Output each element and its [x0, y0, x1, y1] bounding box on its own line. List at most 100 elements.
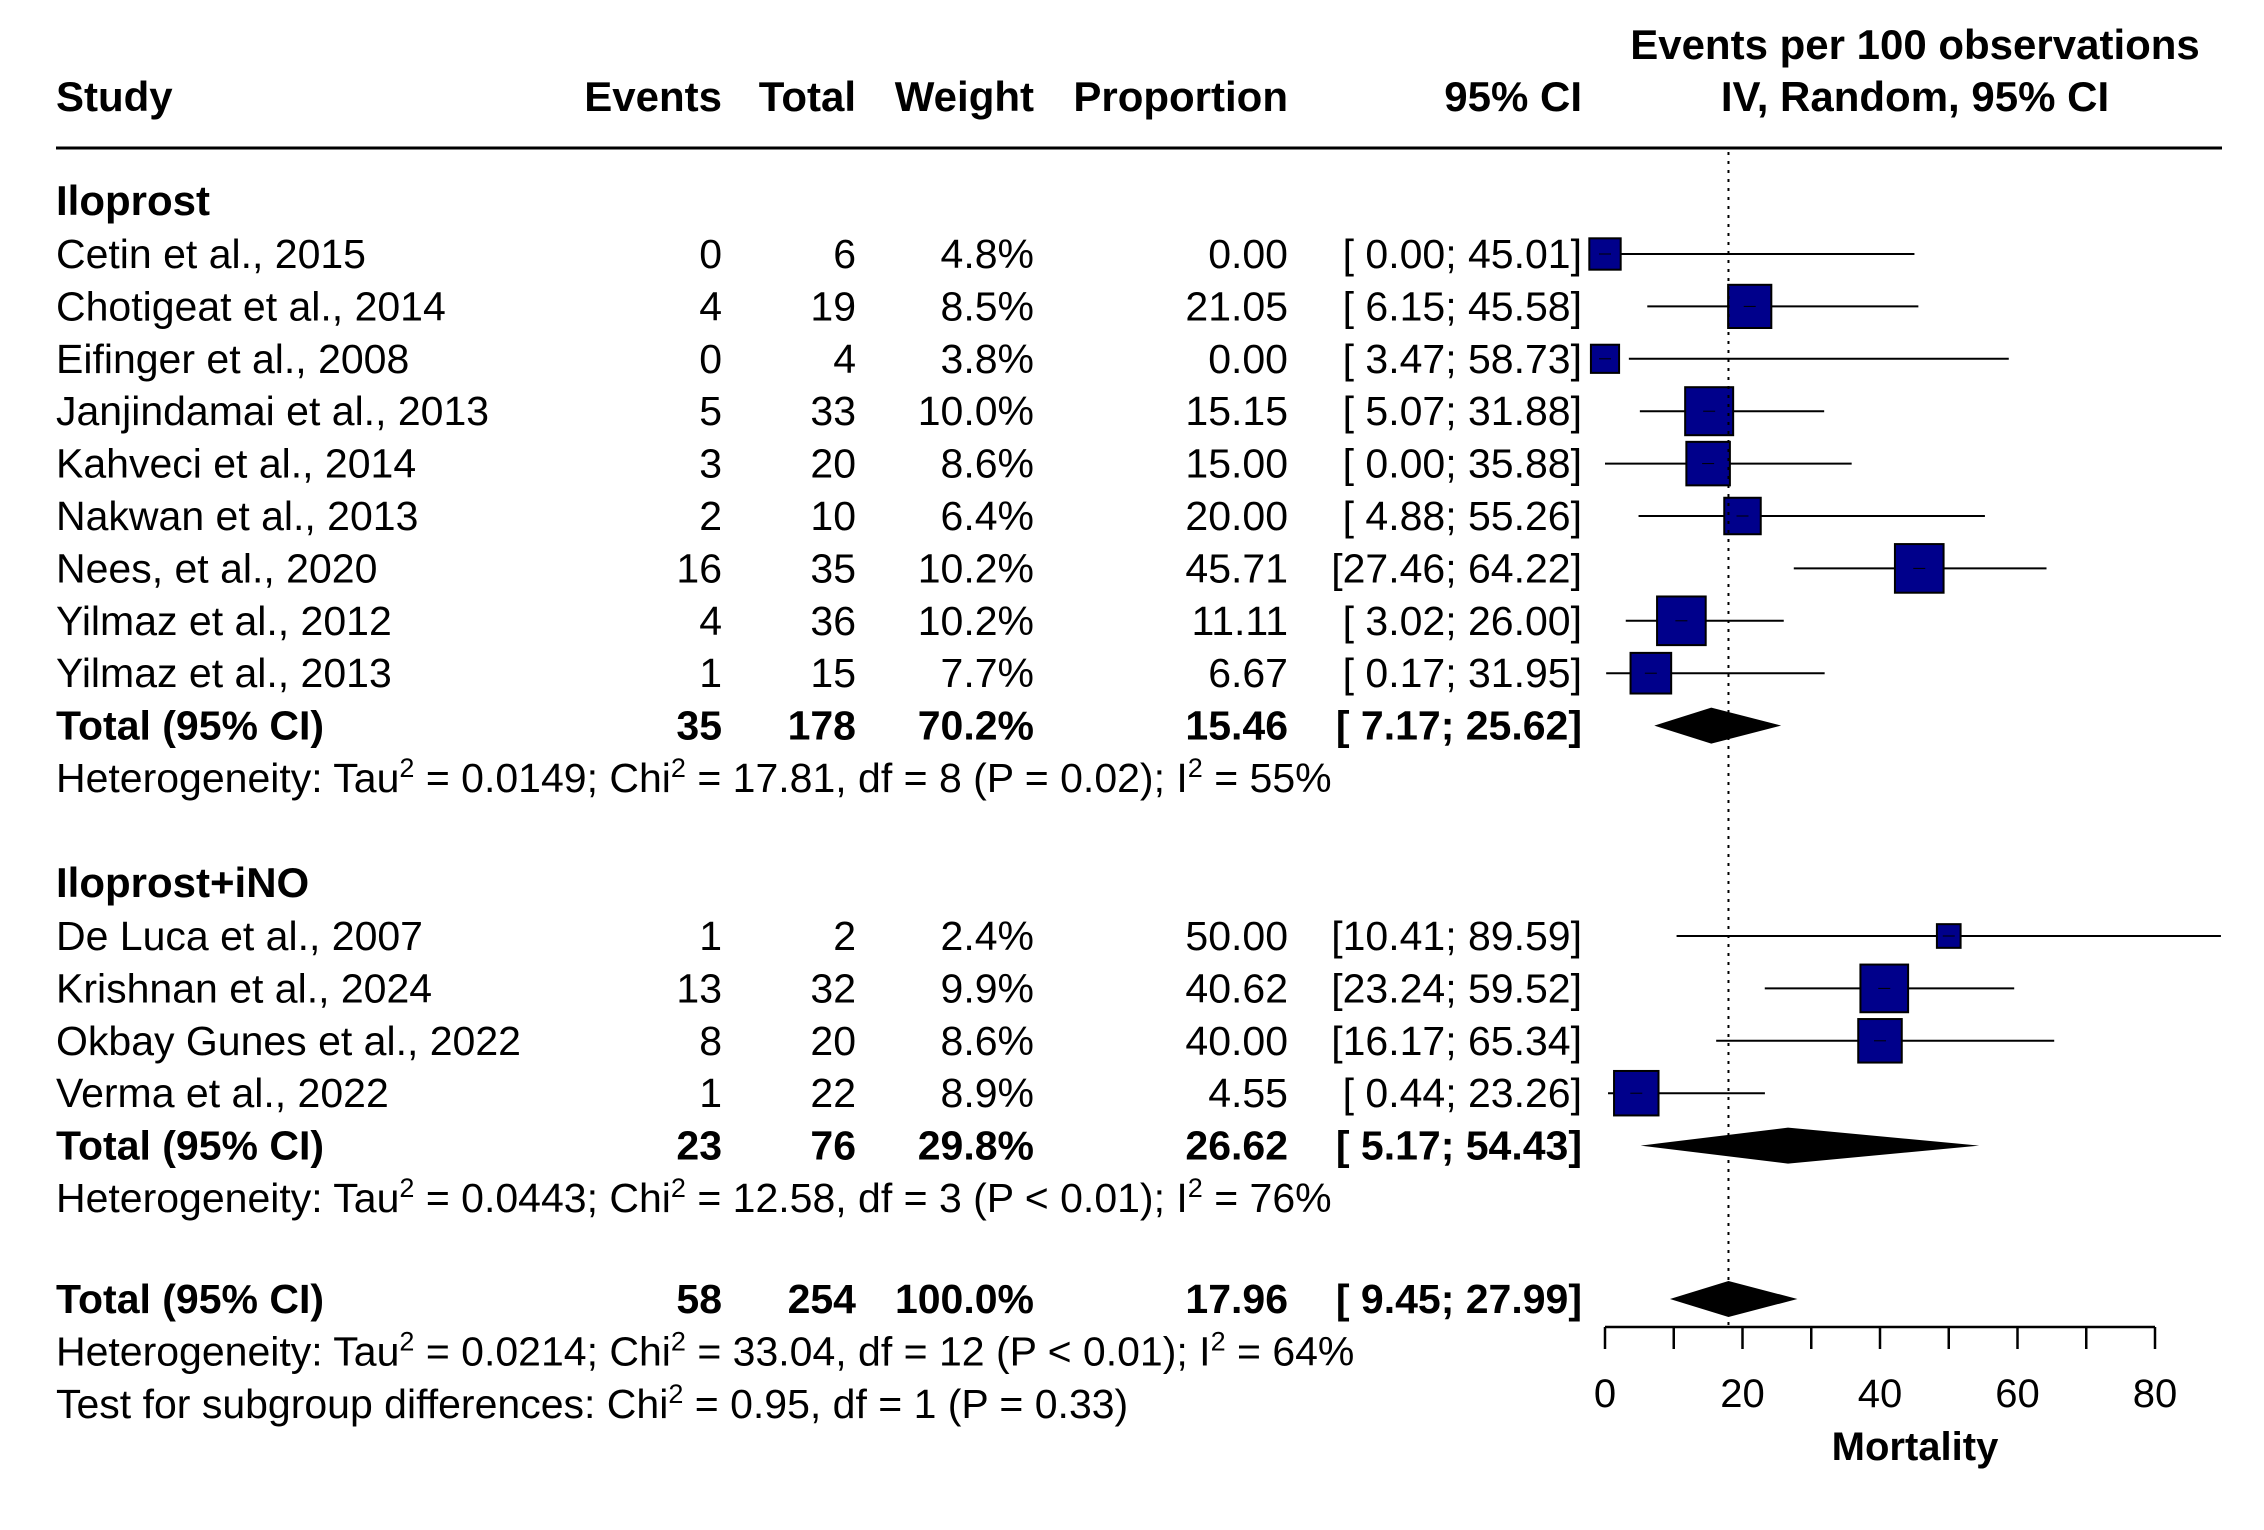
g1-heterogeneity: Heterogeneity: Tau2 = 0.0149; Chi2 = 17.…: [56, 753, 1332, 801]
header-weight: Weight: [895, 73, 1034, 120]
g1-row-3-weight: 10.0%: [918, 388, 1034, 434]
x-tick-label-60: 60: [1995, 1372, 2040, 1416]
overall-total-study: Total (95% CI): [56, 1276, 324, 1322]
g1-row-6-study: Nees, et al., 2020: [56, 545, 377, 591]
g1-row-1-ci: [ 6.15; 45.58]: [1343, 283, 1582, 329]
header-study: Study: [56, 73, 173, 120]
subgroup-test: Test for subgroup differences: Chi2 = 0.…: [56, 1379, 1128, 1427]
g1-row-2-proportion: 0.00: [1208, 336, 1288, 382]
g1-row-7-total: 36: [810, 598, 856, 644]
point-estimate: [1723, 496, 1762, 536]
overall-total-weight: 100.0%: [895, 1276, 1034, 1322]
g2-row-2-proportion: 40.00: [1185, 1018, 1288, 1064]
group-title-1: Iloprost: [56, 177, 210, 224]
g1-row-1-events: 4: [699, 283, 722, 329]
overall-total-ci: [ 9.45; 27.99]: [1336, 1276, 1582, 1322]
point-estimate: [1684, 386, 1735, 437]
g1-row-1-study: Chotigeat et al., 2014: [56, 283, 446, 329]
g1-total-weight: 70.2%: [918, 703, 1034, 749]
g1-row-3-study: Janjindamai et al., 2013: [56, 388, 489, 434]
subgroup-diamond-2: [1640, 1127, 1980, 1164]
g2-row-0-study: De Luca et al., 2007: [56, 913, 423, 959]
overall-total-total: 254: [788, 1276, 857, 1322]
g2-total-proportion: 26.62: [1185, 1123, 1288, 1169]
g1-row-8-weight: 7.7%: [941, 650, 1034, 696]
g1-row-3-total: 33: [810, 388, 856, 434]
g1-total-study: Total (95% CI): [56, 703, 324, 749]
g1-row-5-events: 2: [699, 493, 722, 539]
g1-row-2-weight: 3.8%: [941, 336, 1034, 382]
g2-row-1-proportion: 40.62: [1185, 965, 1288, 1011]
g1-row-4-proportion: 15.00: [1185, 441, 1288, 487]
g2-row-2-weight: 8.6%: [941, 1018, 1034, 1064]
g1-row-7-events: 4: [699, 598, 722, 644]
g1-row-1-total: 19: [810, 283, 856, 329]
header-total: Total: [759, 73, 856, 120]
g2-row-1-weight: 9.9%: [941, 965, 1034, 1011]
g2-total-ci: [ 5.17; 54.43]: [1336, 1123, 1582, 1169]
g2-row-0-ci: [10.41; 89.59]: [1331, 913, 1582, 959]
subgroup-diamond-1: [1654, 707, 1782, 744]
x-axis-label: Mortality: [1832, 1425, 1999, 1469]
g2-total-weight: 29.8%: [918, 1123, 1034, 1169]
header-ci: 95% CI: [1444, 73, 1582, 120]
x-axis: 0 20 40 60 80 Mortality: [1594, 1325, 2178, 1469]
g1-row-1-weight: 8.5%: [941, 283, 1034, 329]
g2-row-3-total: 22: [810, 1070, 856, 1116]
g1-row-2-study: Eifinger et al., 2008: [56, 336, 409, 382]
g1-row-1-proportion: 21.05: [1185, 283, 1288, 329]
overall-diamond: [1669, 1281, 1798, 1317]
g1-row-6-weight: 10.2%: [918, 545, 1034, 591]
g2-heterogeneity: Heterogeneity: Tau2 = 0.0443; Chi2 = 12.…: [56, 1173, 1332, 1221]
g1-row-2-ci: [ 3.47; 58.73]: [1343, 336, 1582, 382]
g1-row-8-ci: [ 0.17; 31.95]: [1343, 650, 1582, 696]
g2-row-0-proportion: 50.00: [1185, 913, 1288, 959]
g2-row-3-proportion: 4.55: [1208, 1070, 1288, 1116]
g1-total-total: 178: [788, 703, 856, 749]
g1-row-8-events: 1: [699, 650, 722, 696]
g2-row-3-events: 1: [699, 1070, 722, 1116]
g1-row-4-ci: [ 0.00; 35.88]: [1343, 441, 1582, 487]
g1-row-0-total: 6: [833, 231, 856, 277]
g1-row-7-weight: 10.2%: [918, 598, 1034, 644]
g1-row-6-proportion: 45.71: [1185, 545, 1288, 591]
g1-row-3-proportion: 15.15: [1185, 388, 1288, 434]
overall-heterogeneity: Heterogeneity: Tau2 = 0.0214; Chi2 = 33.…: [56, 1326, 1354, 1374]
g1-row-5-proportion: 20.00: [1185, 493, 1288, 539]
g2-total-events: 23: [676, 1123, 722, 1169]
plot-marks: [1588, 152, 2221, 1325]
g2-row-3-weight: 8.9%: [941, 1070, 1034, 1116]
header-plot-title-line2: IV, Random, 95% CI: [1721, 73, 2109, 120]
g1-row-8-total: 15: [810, 650, 856, 696]
g1-row-0-proportion: 0.00: [1208, 231, 1288, 277]
overall-total-events: 58: [676, 1276, 722, 1322]
g2-total-total: 76: [810, 1123, 856, 1169]
g2-row-0-events: 1: [699, 913, 722, 959]
study-table: Iloprost Cetin et al., 2015 0 6 4.8% 0.00 [ 0.…: [56, 177, 1582, 1427]
g1-row-3-ci: [ 5.07; 31.88]: [1343, 388, 1582, 434]
g2-row-2-study: Okbay Gunes et al., 2022: [56, 1018, 521, 1064]
g1-row-0-study: Cetin et al., 2015: [56, 231, 366, 277]
g1-row-4-total: 20: [810, 441, 856, 487]
g2-row-1-total: 32: [810, 965, 856, 1011]
g1-row-0-weight: 4.8%: [941, 231, 1034, 277]
x-tick-label-20: 20: [1720, 1372, 1765, 1416]
g1-row-6-events: 16: [676, 545, 722, 591]
g1-row-4-events: 3: [699, 441, 722, 487]
header-events: Events: [584, 73, 722, 120]
x-tick-label-40: 40: [1858, 1372, 1903, 1416]
g2-row-0-weight: 2.4%: [941, 913, 1034, 959]
g1-row-8-proportion: 6.67: [1208, 650, 1288, 696]
g2-row-2-total: 20: [810, 1018, 856, 1064]
g1-row-2-events: 0: [699, 336, 722, 382]
group-title-2: Iloprost+iNO: [56, 859, 309, 906]
g2-row-0-total: 2: [833, 913, 856, 959]
overall-total-proportion: 17.96: [1185, 1276, 1288, 1322]
g1-row-5-ci: [ 4.88; 55.26]: [1343, 493, 1582, 539]
g1-row-4-study: Kahveci et al., 2014: [56, 441, 416, 487]
g1-row-3-events: 5: [699, 388, 722, 434]
g2-total-study: Total (95% CI): [56, 1123, 324, 1169]
g1-row-2-total: 4: [833, 336, 856, 382]
x-tick-label-80: 80: [2133, 1372, 2178, 1416]
g2-row-1-events: 13: [676, 965, 722, 1011]
